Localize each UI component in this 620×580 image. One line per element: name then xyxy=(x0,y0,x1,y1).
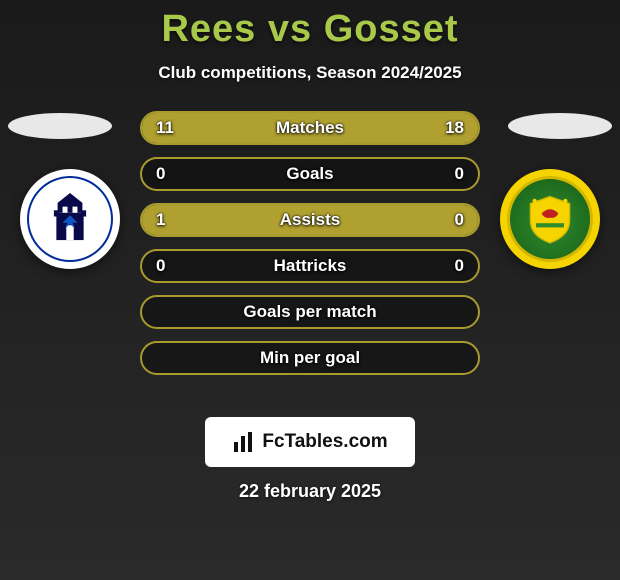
club-badge-left xyxy=(20,169,120,269)
fctables-text: FcTables.com xyxy=(262,431,387,453)
vs-word: vs xyxy=(268,8,312,50)
stat-value-right: 0 xyxy=(455,164,464,184)
stat-row: Min per goal xyxy=(140,341,480,375)
bar-fill-right xyxy=(269,113,478,143)
stat-row: Matches1118 xyxy=(140,111,480,145)
comparison-title: Rees vs Gosset xyxy=(0,0,620,51)
stat-value-left: 0 xyxy=(156,164,165,184)
bar-fill-left xyxy=(142,113,269,143)
stat-label: Hattricks xyxy=(142,256,478,276)
club-badge-left-inner xyxy=(27,176,113,262)
date-line: 22 february 2025 xyxy=(0,481,620,502)
stat-row: Assists10 xyxy=(140,203,480,237)
castle-icon xyxy=(39,188,101,250)
comparison-arena: Matches1118Goals00Assists10Hattricks00Go… xyxy=(0,111,620,411)
player1-name: Rees xyxy=(161,8,256,50)
club-badge-right-inner xyxy=(507,176,593,262)
subtitle: Club competitions, Season 2024/2025 xyxy=(0,63,620,83)
stat-row: Goals per match xyxy=(140,295,480,329)
stat-row: Goals0 0 xyxy=(140,157,480,191)
stat-label: Goals per match xyxy=(142,302,478,322)
stat-value-right: 0 xyxy=(455,256,464,276)
stat-value-left: 0 xyxy=(156,256,165,276)
player1-shadow xyxy=(8,113,112,139)
stat-row: Hattricks0 0 xyxy=(140,249,480,283)
stat-label: Goals xyxy=(142,164,478,184)
fctables-logo: FcTables.com xyxy=(205,417,415,467)
player2-shadow xyxy=(508,113,612,139)
stat-label: Min per goal xyxy=(142,348,478,368)
player2-name: Gosset xyxy=(324,8,459,50)
club-badge-right xyxy=(500,169,600,269)
crest-icon xyxy=(515,184,585,254)
stat-bars: Matches1118Goals00Assists10Hattricks00Go… xyxy=(140,111,480,387)
bars-icon xyxy=(232,430,256,454)
bar-fill-left xyxy=(142,205,478,235)
